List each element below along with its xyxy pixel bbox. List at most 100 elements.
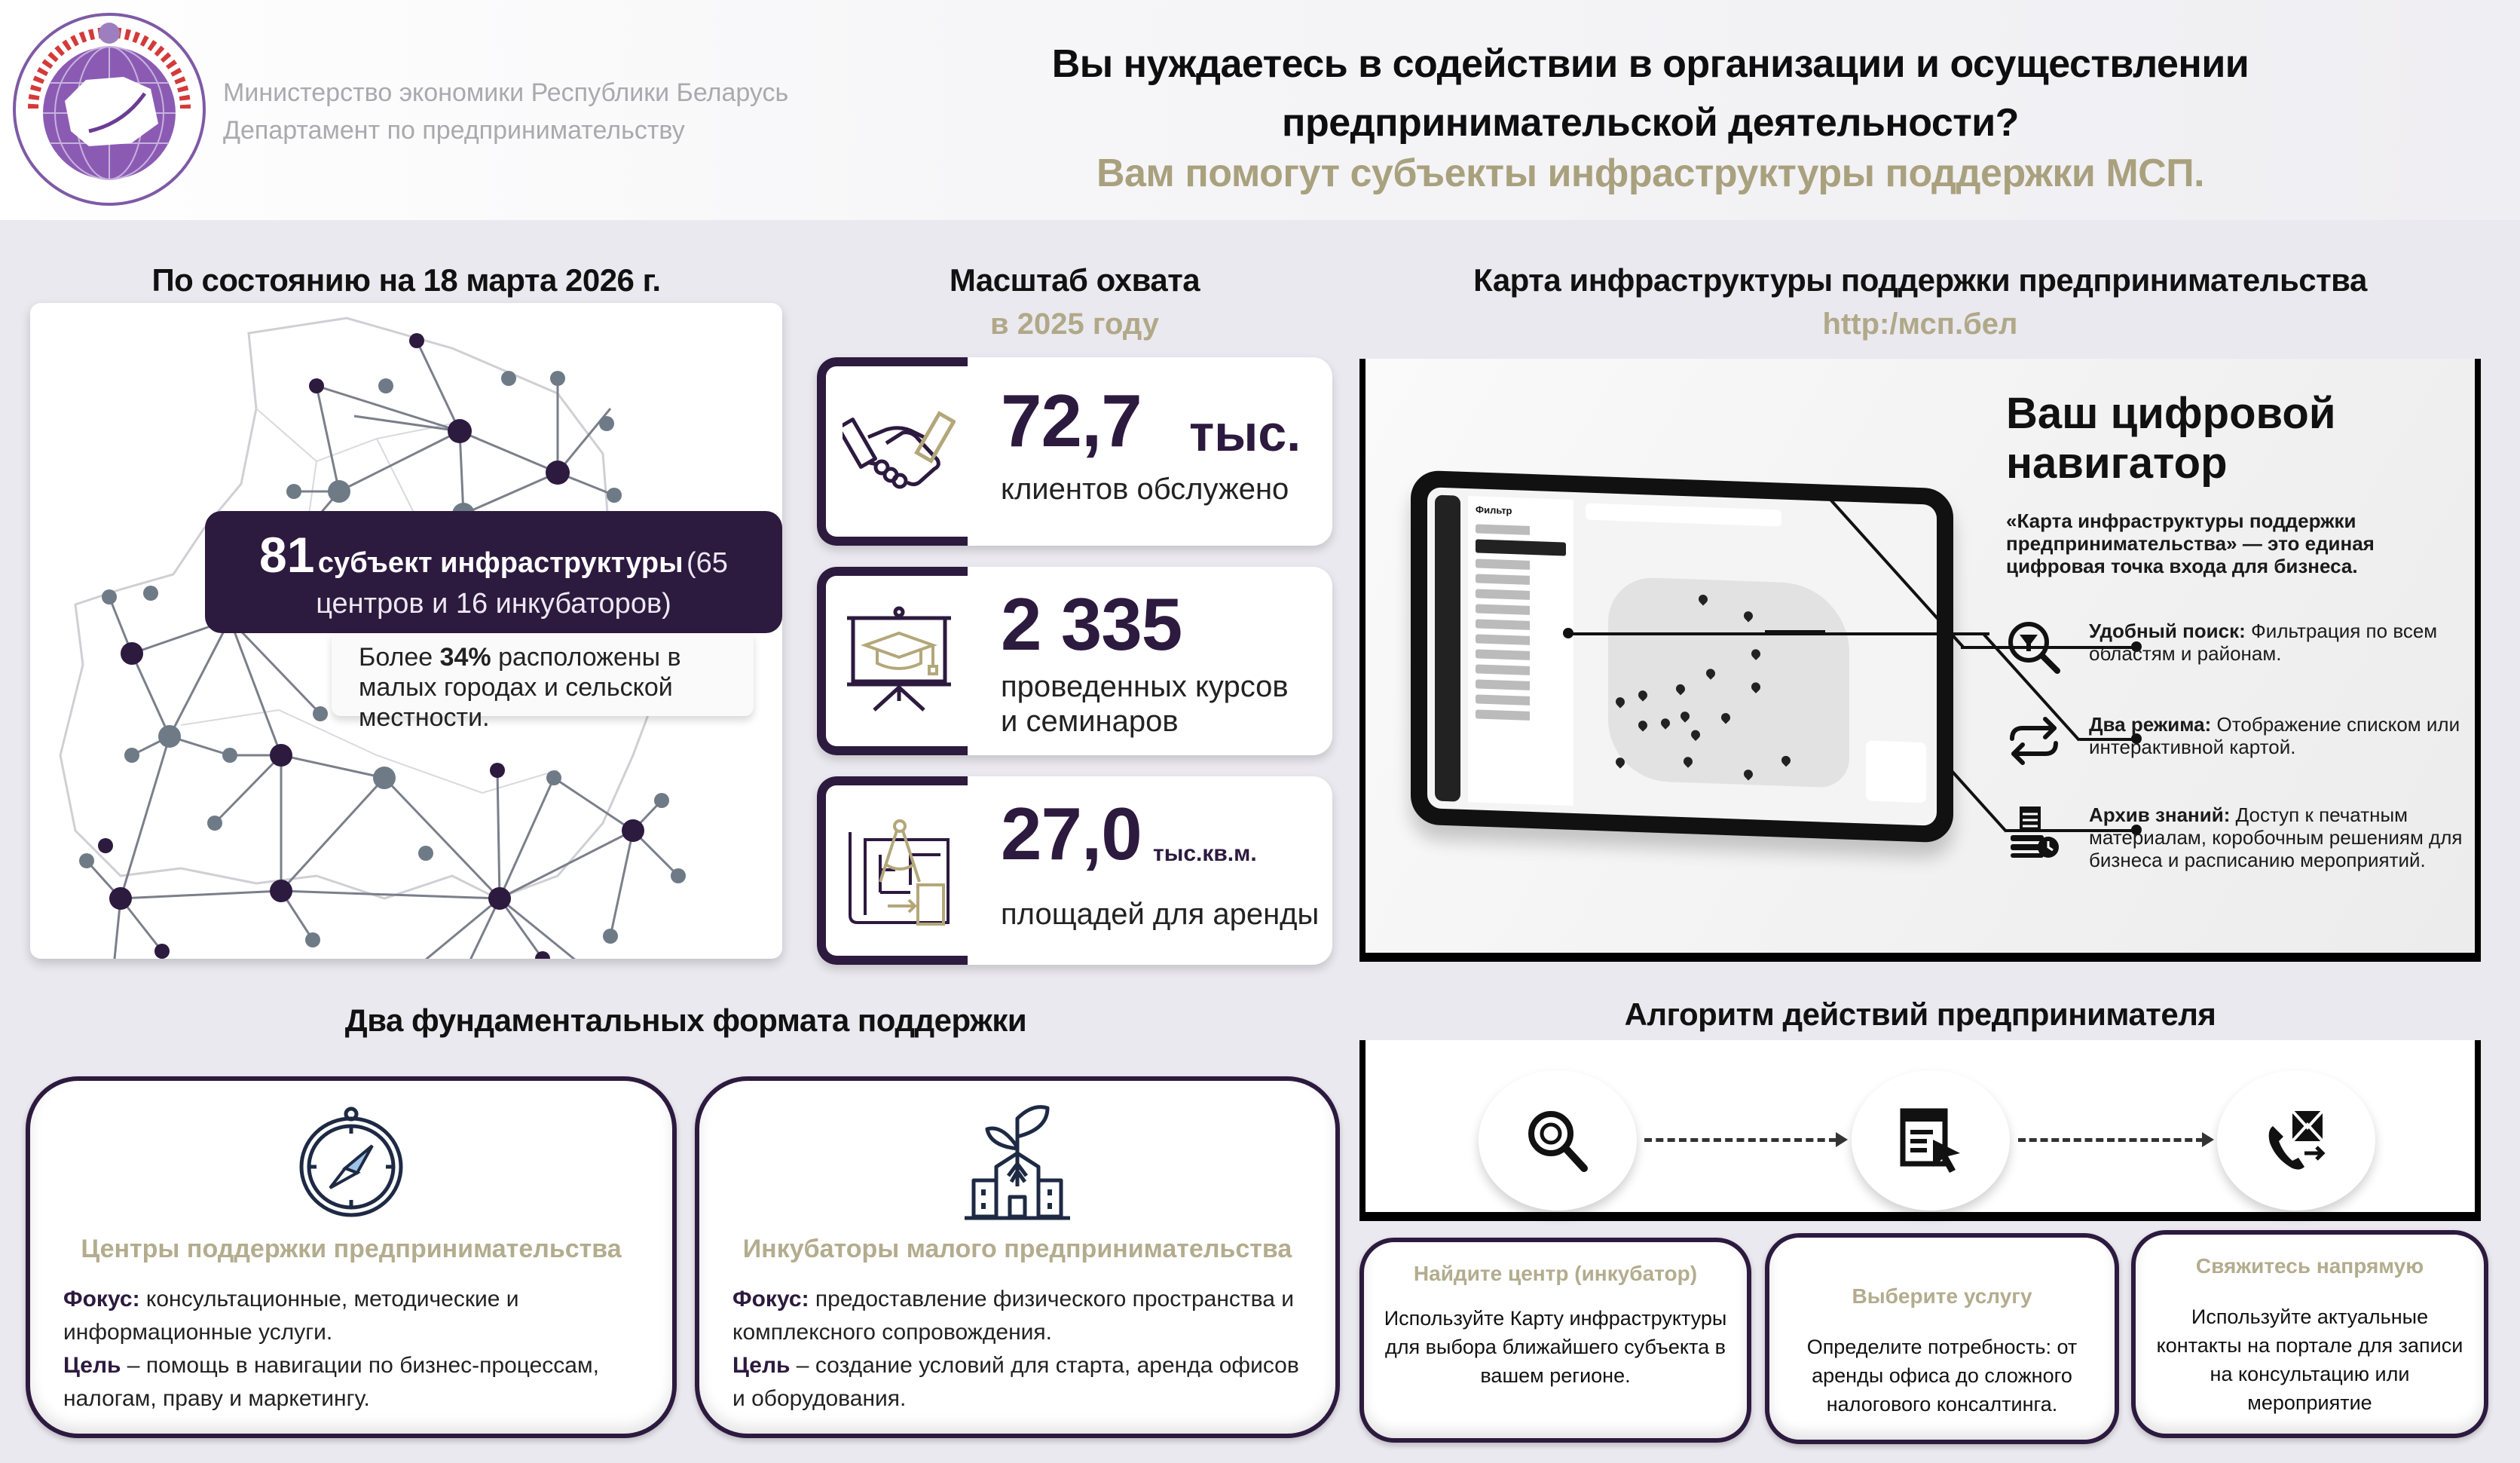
feature-text: Фильтрация по всем областям и районам.	[2089, 620, 2438, 665]
step-description: Используйте Карту инфраструктуры для выб…	[1384, 1307, 1727, 1387]
goal-label: Цель	[732, 1353, 791, 1378]
feature-title: Удобный поиск:	[2089, 620, 2246, 642]
document-archive-icon	[2011, 806, 2059, 858]
page-title-line1: Вы нуждаетесь в содействии в организации…	[1051, 42, 2249, 86]
goal-text: – создание условий для старта, аренда оф…	[732, 1353, 1299, 1411]
navigator-title-line2: навигатор	[2006, 439, 2228, 488]
tablet-filter-title: Фильтр	[1476, 503, 1512, 517]
feature-title: Два режима:	[2089, 713, 2212, 736]
scale-section-subtitle: в 2025 году	[990, 308, 1159, 341]
step-circle-select	[1852, 1070, 2010, 1210]
scale-section-title: Масштаб охвата	[949, 262, 1200, 298]
format-description: Фокус: консультационные, методические и …	[63, 1283, 650, 1416]
step-description: Используйте актуальные контакты на порта…	[2156, 1305, 2463, 1414]
navigator-title-line1: Ваш цифровой	[2006, 389, 2336, 438]
goal-label: Цель	[63, 1353, 121, 1378]
step-title: Свяжитесь напрямую	[2195, 1254, 2424, 1278]
connector-line	[1765, 630, 1825, 633]
stat-description-line2: и семинаров	[1001, 705, 1179, 738]
flow-arrow	[1644, 1138, 1836, 1142]
feature-search: Удобный поиск: Фильтрация по всем област…	[2006, 620, 2473, 710]
focus-label: Фокус:	[732, 1287, 809, 1311]
format-title: Центры поддержки предпринимательства	[81, 1235, 622, 1263]
map-pin-icon	[1674, 682, 1687, 696]
page-title: Вы нуждаетесь в содействии в организации…	[934, 35, 2366, 152]
rural-share-note: Более 34% расположены в малых городах и …	[332, 633, 754, 732]
connector-line	[1944, 763, 2008, 833]
feature-knowledge-archive: Архив знаний: Доступ к печатным материал…	[2006, 803, 2473, 894]
arrow-right-icon	[2202, 1132, 2214, 1147]
connector-dot	[2131, 641, 2142, 652]
focus-label: Фокус:	[63, 1287, 140, 1311]
ministry-emblem-icon	[13, 13, 206, 206]
infrastructure-count-badge: 81 субъект инфраструктуры (65 центров и …	[205, 511, 782, 633]
blueprint-compass-icon	[849, 819, 950, 926]
feature-title: Архив знаний:	[2089, 803, 2231, 826]
connector-line	[2079, 738, 2136, 741]
stat-description: площадей для аренды	[1001, 898, 1320, 931]
digital-navigator-panel: Фильтр	[1359, 359, 2481, 962]
focus-text: предоставление физического пространства …	[732, 1287, 1295, 1345]
stat-description: проведенных курсов и семинаров	[1001, 669, 1289, 739]
map-pin-icon	[1742, 767, 1755, 781]
stat-unit: тыс.	[1189, 405, 1301, 462]
algorithm-section-title: Алгоритм действий предпринимателя	[1624, 996, 2216, 1032]
flow-arrow	[2018, 1138, 2203, 1142]
map-pin-icon	[1636, 688, 1650, 702]
step-card-find-center: Найдите центр (инкубатор) Используйте Ка…	[1359, 1238, 1751, 1443]
rural-share-suffix: расположены в малых городах и сельской м…	[359, 643, 681, 732]
step-description: Определите потребность: от аренды офиса …	[1806, 1336, 2078, 1416]
format-card-support-centers: Центры поддержки предпринимательства Фок…	[26, 1076, 677, 1438]
stat-unit: тыс.кв.м.	[1153, 841, 1257, 866]
stat-card-clients: 72,7 тыс. клиентов обслужено	[817, 357, 1332, 546]
tablet-screen: Фильтр	[1427, 487, 1937, 826]
map-pin-icon	[1719, 711, 1732, 724]
map-pin-icon	[1704, 666, 1717, 680]
goal-text: – помощь в навигации по бизнес-процессам…	[63, 1353, 599, 1411]
network-section-title: По состоянию на 18 марта 2026 г.	[151, 262, 661, 298]
formats-section-title: Два фундаментальных формата поддержки	[344, 1002, 1027, 1038]
compass-icon	[299, 1106, 403, 1217]
map-pin-icon	[1659, 716, 1672, 730]
tablet-sidebar	[1435, 494, 1460, 802]
step-title: Выберите услугу	[1852, 1284, 2032, 1308]
tablet-map	[1608, 576, 1849, 788]
tablet-search-field	[1586, 503, 1781, 527]
infrastructure-count-label: субъект инфраструктуры	[317, 547, 684, 579]
filter-search-icon	[2008, 622, 2060, 674]
step-circle-contact	[2217, 1070, 2375, 1210]
search-icon	[1528, 1111, 1588, 1172]
feature-text: Отображение списком или интерактивной ка…	[2089, 713, 2460, 758]
rural-share-prefix: Более	[359, 643, 440, 672]
organization-name: Министерство экономики Республики Белару…	[223, 74, 788, 149]
map-pin-icon	[1696, 592, 1710, 606]
stat-value: 27,0	[1001, 792, 1142, 875]
feature-text: Доступ к печатным материалам, коробочным…	[2089, 803, 2463, 871]
infrastructure-count-breakdown: центров и 16 инкубаторов)	[316, 588, 671, 620]
stat-card-frame	[817, 776, 968, 965]
step-card-choose-service: Выберите услугу Определите потребность: …	[1765, 1233, 2119, 1444]
handshake-icon	[843, 411, 956, 489]
infrastructure-count: 81	[259, 527, 315, 583]
stat-card-frame	[817, 357, 968, 546]
navigator-description: «Карта инфраструктуры поддержки предприн…	[2006, 510, 2375, 577]
map-pin-icon	[1749, 647, 1763, 660]
map-pin-icon	[1613, 755, 1627, 769]
page-subtitle: Вам помогут субъекты инфраструктуры подд…	[1096, 152, 2205, 195]
step-card-contact: Свяжитесь напрямую Используйте актуальны…	[2131, 1230, 2488, 1438]
tablet-documents-widget	[1866, 740, 1926, 803]
algorithm-flow	[1359, 1040, 2481, 1221]
portal-section-title: Карта инфраструктуры поддержки предприни…	[1473, 262, 2367, 298]
map-pin-icon	[1678, 709, 1692, 723]
stat-card-frame	[817, 567, 968, 755]
feature-two-modes: Два режима: Отображение списком или инте…	[2006, 713, 2473, 803]
arrow-right-icon	[1836, 1132, 1848, 1147]
department-name: Департамент по предпринимательству	[223, 116, 685, 145]
rural-share-value: 34%	[439, 643, 491, 672]
portal-url-link[interactable]: http:/мсп.бел	[1822, 308, 2018, 341]
connector-dot	[1563, 628, 1573, 638]
stat-value: 72,7	[1001, 379, 1142, 462]
stat-card-area: 27,0 тыс.кв.м. площадей для аренды	[817, 776, 1332, 965]
format-card-incubators: Инкубаторы малого предпринимательства Фо…	[695, 1076, 1340, 1438]
map-pin-icon	[1749, 680, 1763, 693]
